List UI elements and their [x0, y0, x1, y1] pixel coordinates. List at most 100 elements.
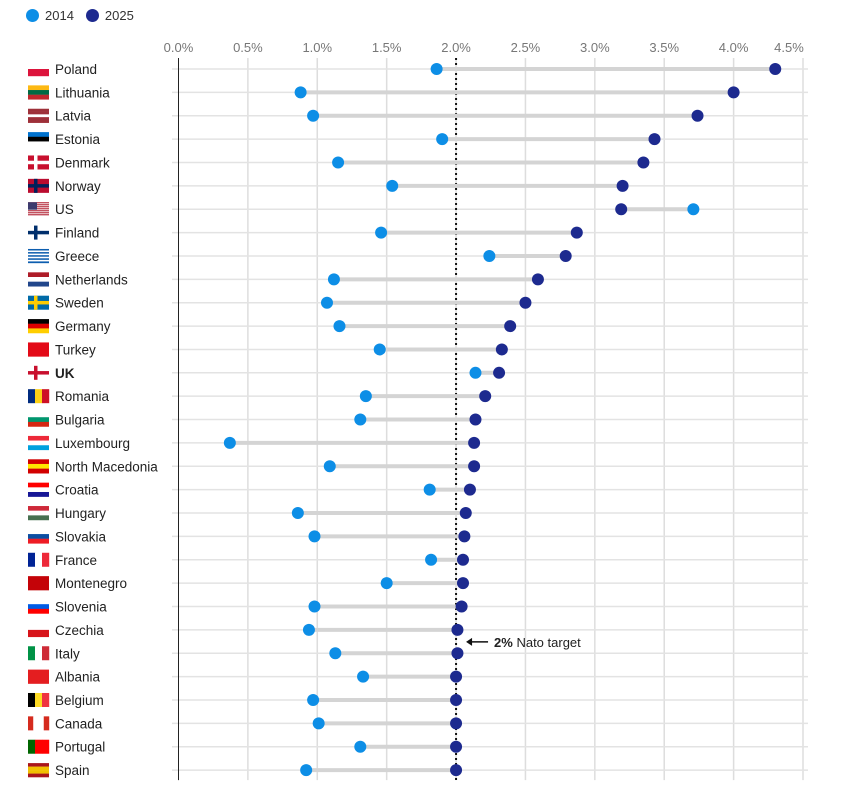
flag-icon — [28, 622, 49, 638]
flag-cross — [28, 300, 49, 305]
point-2014 — [308, 600, 321, 613]
flag-stripe — [28, 552, 36, 567]
flag-stripe — [28, 206, 49, 208]
country-row: Luxembourg — [28, 435, 481, 451]
country-label: Czechia — [55, 623, 104, 638]
point-2025 — [691, 109, 704, 122]
flag-stripe — [28, 491, 49, 497]
flag-icon — [28, 202, 49, 216]
flag-stripe — [28, 669, 49, 684]
point-2014 — [308, 530, 321, 543]
country-row: North Macedonia — [28, 459, 481, 474]
flag-stripe — [28, 108, 49, 112]
flag-stripe — [28, 272, 49, 278]
flag-icon — [28, 763, 49, 778]
flag-canton — [28, 202, 37, 210]
tick-label: 0.0% — [164, 40, 194, 55]
point-2014 — [425, 553, 438, 566]
country-row: Canada — [28, 716, 463, 731]
country-label: Montenegro — [55, 576, 127, 591]
flag-stripe — [28, 250, 49, 253]
flag-stripe — [33, 716, 39, 731]
point-2014 — [380, 577, 393, 590]
flag-stripe — [42, 692, 50, 707]
flag-stripe — [28, 255, 49, 257]
flag-icon — [28, 295, 49, 310]
flag-stripe — [28, 119, 49, 123]
point-2025 — [493, 366, 506, 379]
flag-stripe — [28, 576, 49, 591]
flag-stripe — [28, 538, 49, 544]
point-2025 — [727, 86, 740, 99]
point-2025 — [451, 623, 464, 636]
country-label: Croatia — [55, 483, 99, 498]
flag-stripe — [28, 487, 49, 493]
country-row: Belgium — [28, 692, 463, 708]
country-label: US — [55, 202, 74, 217]
flag-stripe — [28, 629, 49, 638]
flag-stripe — [42, 739, 50, 754]
country-label: Bulgaria — [55, 413, 105, 428]
flag-stripe — [28, 259, 49, 262]
flag-icon — [28, 692, 50, 707]
country-row: Slovakia — [28, 529, 471, 544]
country-row: Denmark — [28, 155, 650, 170]
flag-icon — [28, 459, 49, 474]
flag-stripe — [28, 482, 49, 488]
arrow-left-icon — [466, 637, 473, 646]
country-row: France — [28, 552, 469, 568]
country-label: Canada — [55, 716, 103, 731]
country-label: Norway — [55, 179, 101, 194]
flag-stripe — [35, 552, 43, 567]
flag-stripe — [28, 692, 36, 707]
flag-icon — [28, 435, 49, 451]
flag-icon — [28, 319, 49, 334]
country-label: Turkey — [55, 342, 96, 357]
country-label: Netherlands — [55, 272, 128, 287]
tick-label: 0.5% — [233, 40, 263, 55]
flag-stripe — [28, 204, 49, 206]
flag-cross — [28, 184, 49, 188]
flag-stripe — [28, 252, 49, 254]
point-2014 — [357, 670, 370, 683]
country-label: Spain — [55, 763, 90, 778]
flag-stripe — [28, 281, 49, 287]
point-2025 — [519, 296, 532, 309]
flag-stripe — [28, 459, 49, 465]
flag-stripe — [28, 770, 49, 774]
country-row: US — [28, 202, 700, 217]
flag-icon — [28, 85, 49, 100]
country-row: Montenegro — [28, 576, 469, 591]
flag-stripe — [42, 646, 50, 661]
tick-label: 1.0% — [302, 40, 332, 55]
country-row: Norway — [28, 178, 629, 194]
country-label: Estonia — [55, 132, 101, 147]
flag-icon — [28, 576, 49, 591]
point-2014 — [423, 483, 436, 496]
point-2025 — [637, 156, 650, 169]
flag-stripe — [28, 132, 49, 137]
country-label: Italy — [55, 646, 80, 661]
flag-stripe — [28, 94, 49, 100]
point-2025 — [450, 693, 463, 706]
flag-stripe — [28, 117, 49, 121]
flag-stripe — [42, 389, 50, 404]
flag-icon — [28, 412, 49, 427]
country-row: Italy — [28, 646, 464, 661]
flag-stripe — [28, 773, 49, 778]
flag-stripe — [35, 739, 43, 754]
point-2014 — [354, 740, 367, 753]
annotation-bold: 2% — [494, 635, 513, 650]
flag-icon — [28, 342, 49, 357]
country-row: UK — [28, 365, 506, 381]
tick-label: 4.5% — [774, 40, 804, 55]
country-row: Bulgaria — [28, 412, 482, 428]
flag-stripe — [28, 599, 49, 605]
flag-stripe — [28, 463, 49, 469]
flag-stripe — [28, 510, 49, 516]
flag-stripe — [28, 445, 49, 451]
point-2025 — [504, 320, 517, 333]
point-2025 — [648, 133, 661, 146]
point-2025 — [570, 226, 583, 239]
